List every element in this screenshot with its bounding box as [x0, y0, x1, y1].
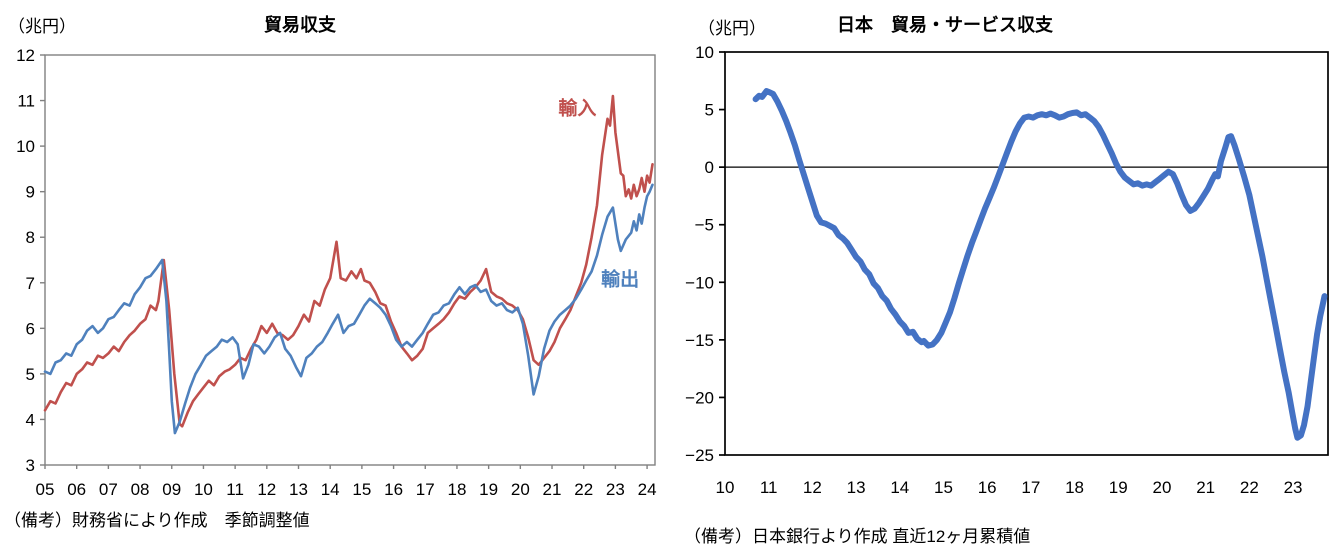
x-tick-label: 23 [1284, 478, 1303, 497]
y-tick-label: 9 [26, 183, 35, 202]
x-tick-label: 08 [131, 480, 150, 499]
x-tick-label: 13 [847, 478, 866, 497]
x-tick-label: 12 [257, 480, 276, 499]
x-tick-label: 18 [447, 480, 466, 499]
exports-series-label: 輸出 [601, 269, 640, 291]
y-tick-label: 3 [26, 456, 35, 475]
y-tick-label: 4 [26, 410, 35, 429]
y-tick-label: −10 [685, 273, 714, 292]
x-tick-label: 15 [352, 480, 371, 499]
y-tick-label: 11 [17, 92, 35, 111]
x-tick-label: 10 [716, 478, 735, 497]
x-tick-label: 11 [760, 478, 778, 497]
x-tick-label: 22 [574, 480, 593, 499]
x-tick-label: 16 [384, 480, 403, 499]
x-tick-label: 17 [1021, 478, 1040, 497]
x-tick-label: 06 [67, 480, 86, 499]
y-tick-label: −25 [685, 446, 714, 465]
x-tick-label: 16 [978, 478, 997, 497]
plot-border [724, 51, 1329, 456]
left-axis-unit-label: （兆円） [8, 17, 76, 36]
x-tick-label: 19 [479, 480, 498, 499]
y-tick-label: 0 [705, 158, 714, 177]
imports-series-line [43, 94, 654, 428]
y-tick-label: 7 [26, 274, 35, 293]
x-tick-label: 15 [934, 478, 953, 497]
x-tick-label: 20 [511, 480, 530, 499]
x-tick-label: 10 [194, 480, 213, 499]
x-tick-label: 22 [1240, 478, 1259, 497]
x-tick-label: 24 [638, 480, 657, 499]
y-tick-label: 6 [26, 319, 35, 338]
y-tick-label: −5 [695, 216, 714, 235]
right-axis-unit-label: （兆円） [698, 19, 766, 38]
y-tick-label: 10 [695, 43, 714, 62]
x-tick-label: 20 [1152, 478, 1171, 497]
x-tick-label: 14 [890, 478, 909, 497]
y-tick-label: 8 [26, 228, 35, 247]
x-tick-label: 14 [321, 480, 340, 499]
x-tick-label: 23 [606, 480, 625, 499]
y-tick-label: 5 [705, 101, 714, 120]
y-tick-label: 10 [16, 137, 35, 156]
imports-series-label: 輸入 [558, 98, 597, 120]
x-tick-label: 11 [226, 480, 244, 499]
x-tick-label: 21 [1196, 478, 1215, 497]
x-tick-label: 13 [289, 480, 308, 499]
exports-series-line [43, 183, 654, 435]
x-tick-label: 12 [803, 478, 822, 497]
y-tick-label: −20 [685, 388, 714, 407]
x-tick-label: 05 [36, 480, 55, 499]
y-tick-label: −15 [685, 331, 714, 350]
x-tick-label: 19 [1109, 478, 1128, 497]
x-tick-label: 09 [162, 480, 181, 499]
y-tick-label: 12 [16, 46, 35, 65]
plot-border [44, 54, 656, 466]
x-tick-label: 07 [99, 480, 118, 499]
x-tick-label: 18 [1065, 478, 1084, 497]
y-tick-label: 5 [26, 365, 35, 384]
x-tick-label: 21 [543, 480, 562, 499]
left-chart-title: 貿易収支 [264, 15, 336, 35]
left-chart-note: （備考）財務省により作成 季節調整値 [4, 511, 310, 530]
right-chart-note: （備考）日本銀行より作成 直近12ヶ月累積値 [684, 527, 1031, 546]
x-tick-label: 17 [416, 480, 435, 499]
right-chart-title: 日本 貿易・サービス収支 [837, 15, 1053, 35]
balance-series-line [752, 88, 1328, 441]
